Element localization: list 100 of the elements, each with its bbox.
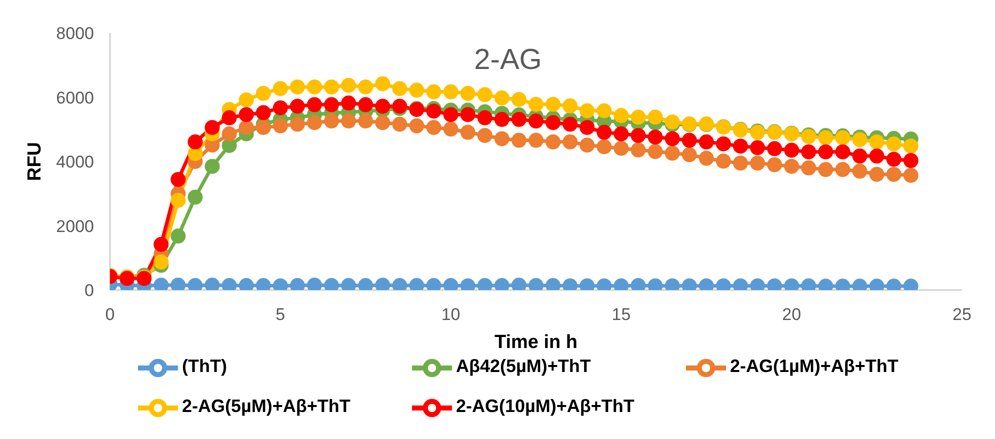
point: [306, 97, 322, 112]
point: [750, 156, 766, 171]
point: [272, 100, 288, 116]
x-tick-label: 5: [276, 305, 286, 324]
point: [648, 144, 663, 160]
point: [511, 132, 526, 148]
point: [528, 132, 544, 148]
point: [580, 120, 595, 135]
legend-label: 2-AG(1µM)+Aβ+ThT: [730, 355, 900, 378]
point: [341, 78, 356, 93]
point: [630, 128, 646, 143]
point: [664, 146, 680, 161]
point: [596, 139, 612, 154]
point: [818, 162, 834, 178]
point: [784, 158, 800, 174]
point: [562, 134, 578, 150]
point: [596, 103, 612, 118]
point: [494, 112, 510, 127]
point: [375, 76, 390, 92]
point: [341, 96, 356, 111]
point: [392, 81, 408, 96]
point: [801, 160, 816, 176]
legend-label: (ThT): [182, 355, 228, 378]
x-axis-title: Time in h: [494, 332, 578, 353]
point: [341, 114, 356, 129]
point: [460, 86, 476, 101]
point: [238, 107, 254, 122]
point: [528, 114, 544, 129]
point: [716, 136, 731, 152]
x-tick-label: 20: [782, 305, 802, 324]
point: [903, 168, 918, 183]
legend-label: Aβ42(5µM)+ThT: [456, 356, 591, 376]
point: [204, 158, 220, 174]
point: [272, 118, 288, 134]
point: [188, 190, 203, 205]
point: [698, 150, 714, 166]
point: [222, 126, 237, 142]
point: [852, 164, 868, 179]
point: [324, 97, 340, 112]
point: [869, 148, 884, 164]
point: [546, 115, 561, 130]
point: [614, 126, 629, 142]
point: [648, 130, 663, 145]
point: [238, 120, 254, 135]
point: [477, 87, 492, 102]
point: [375, 98, 390, 114]
point: [324, 79, 340, 94]
point: [460, 124, 476, 140]
point: [494, 131, 510, 146]
chart-title: 2-AG: [473, 44, 543, 77]
point: [324, 114, 340, 129]
point: [886, 136, 902, 152]
point: [477, 110, 492, 126]
point: [256, 105, 271, 120]
point: [170, 192, 186, 208]
point: [426, 120, 442, 135]
point: [290, 98, 305, 114]
point: [886, 152, 902, 167]
point: [614, 140, 629, 156]
point: [426, 84, 442, 100]
y-tick-label: 4000: [56, 152, 94, 172]
point: [886, 166, 902, 182]
point: [801, 144, 816, 160]
point: [767, 157, 782, 172]
point: [256, 86, 271, 101]
point: [392, 116, 408, 132]
point: [562, 116, 578, 132]
point: [494, 90, 510, 106]
point: [682, 132, 697, 148]
point: [170, 172, 186, 187]
x-tick-label: 10: [441, 305, 460, 324]
point: [154, 254, 169, 270]
y-tick-label: 8000: [56, 24, 94, 44]
point: [767, 141, 782, 156]
point: [750, 140, 766, 156]
point: [358, 79, 374, 94]
point: [443, 84, 458, 100]
point: [903, 153, 918, 168]
point: [648, 110, 663, 125]
point: [562, 98, 578, 114]
legend-label: 2-AG(5µM)+Aβ+ThT: [182, 395, 352, 418]
y-tick-label: 0: [84, 281, 94, 300]
point: [426, 104, 442, 119]
point: [375, 115, 390, 130]
y-tick-label: 6000: [56, 88, 94, 108]
point: [188, 134, 203, 150]
point: [409, 82, 424, 98]
point: [460, 107, 476, 122]
point: [409, 118, 424, 134]
point: [511, 112, 526, 127]
point: [682, 147, 697, 162]
point: [272, 81, 288, 96]
point: [306, 115, 322, 130]
point: [154, 236, 169, 252]
point: [630, 142, 646, 158]
point: [630, 110, 646, 125]
x-tick-label: 15: [612, 305, 631, 324]
point: [477, 128, 492, 143]
point: [256, 120, 271, 135]
point: [716, 154, 731, 169]
